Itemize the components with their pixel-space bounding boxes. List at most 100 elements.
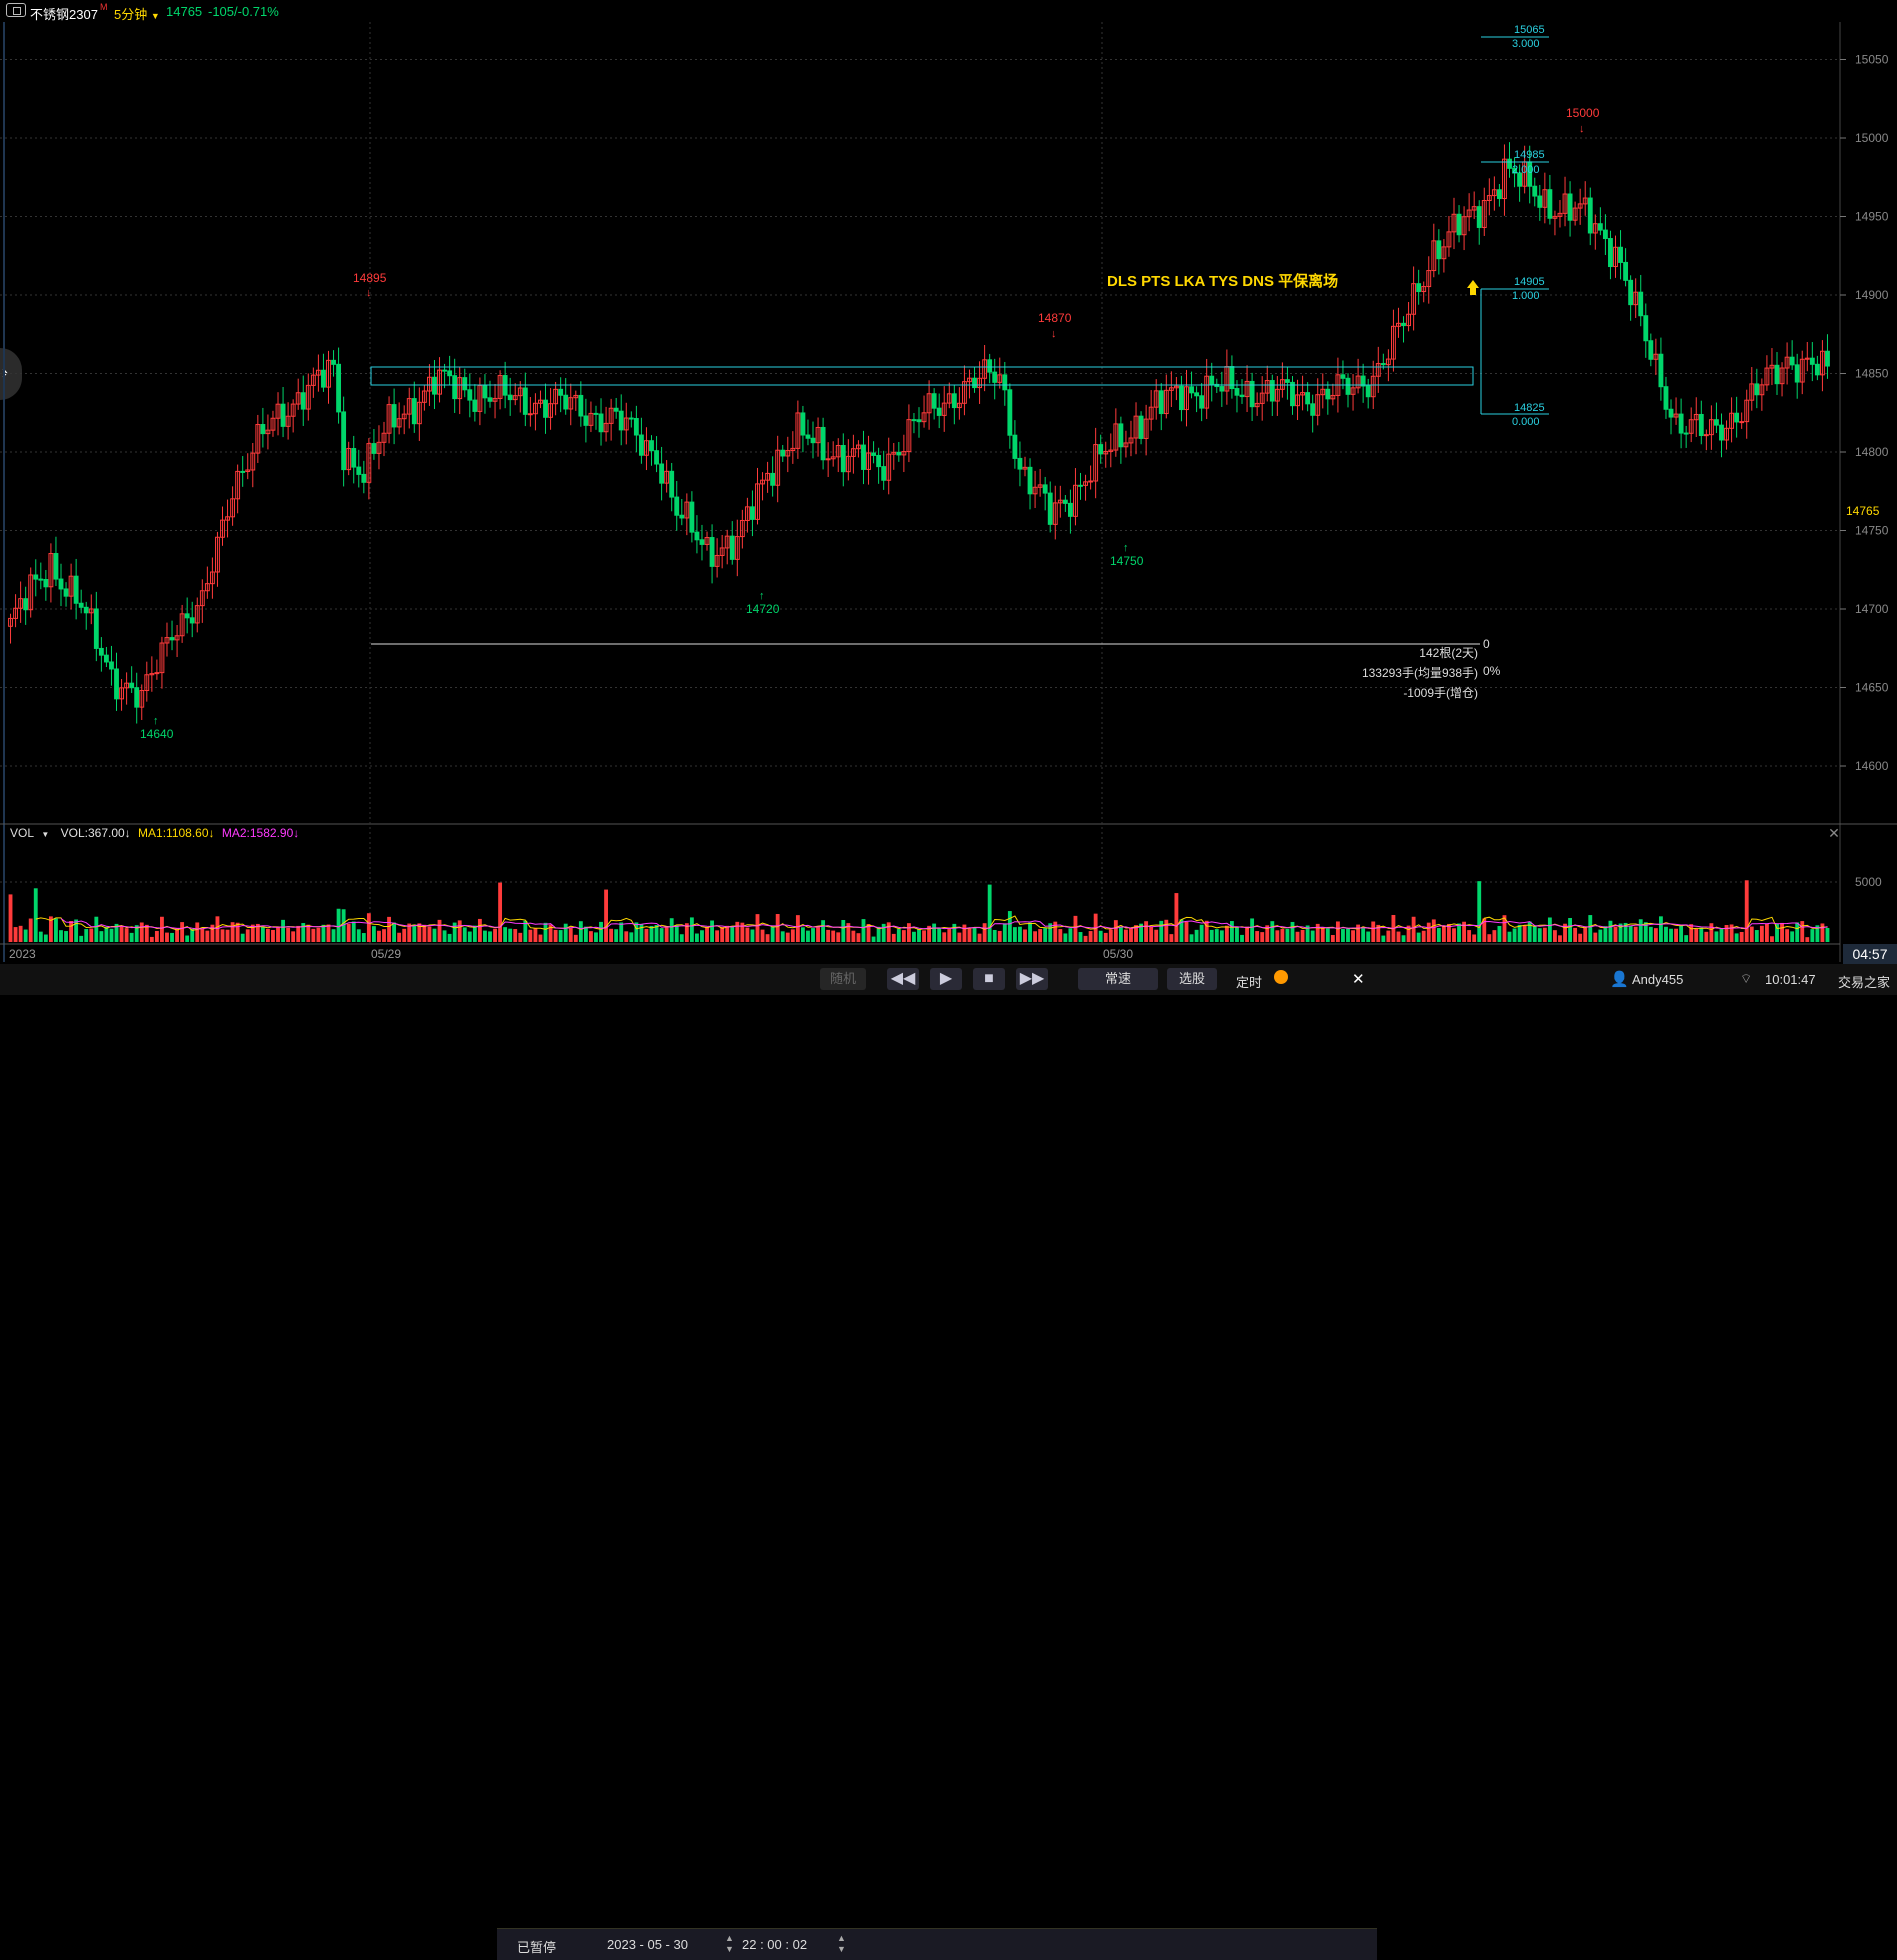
price-tick-label: 14750: [1855, 524, 1889, 538]
candle-body: [618, 410, 624, 431]
candle-body: [558, 388, 564, 396]
candle-body: [341, 411, 347, 471]
play-icon[interactable]: ▶: [930, 968, 962, 990]
volume-bar: [74, 919, 79, 942]
candles: [8, 142, 1830, 724]
volume-bar: [134, 925, 139, 942]
volume-indicator-selector[interactable]: VOL ▼: [10, 826, 50, 840]
candle-body: [1774, 364, 1780, 385]
volume-bar: [266, 928, 270, 942]
range-bars: 142根(2天): [1419, 646, 1478, 660]
candle-body: [1401, 322, 1406, 327]
volume-bar: [977, 933, 982, 942]
volume-bar: [1356, 924, 1361, 942]
candle-body: [1693, 413, 1699, 421]
price-change: -105/-0.71%: [208, 4, 279, 19]
candle-body: [1724, 427, 1729, 441]
volume-bar: [276, 927, 280, 942]
volume-bar: [190, 928, 195, 942]
volume-bar: [563, 923, 568, 942]
candlestick-chart[interactable]: 15050 15000 14950 14900 14850 14800 14750 14700…: [0, 0, 1897, 995]
volume-bar: [1290, 921, 1295, 942]
volume-bar: [689, 917, 694, 942]
period-selector[interactable]: 5分钟 ▼: [114, 7, 160, 22]
candle-body: [1113, 423, 1119, 451]
replay-time[interactable]: 22 : 00 : 02: [742, 1937, 808, 1952]
candle-body: [250, 452, 256, 471]
volume-bar: [664, 927, 669, 942]
candle-body: [1663, 386, 1669, 410]
candle-body: [437, 369, 442, 395]
volume-bar: [382, 929, 386, 942]
range-lines: [370, 366, 1474, 386]
candle-body: [1158, 390, 1164, 415]
volume-bar: [785, 932, 790, 942]
volume-bar: [235, 922, 240, 942]
volume-bar: [1023, 929, 1027, 942]
volume-bar: [1028, 922, 1032, 942]
volume-bar: [1522, 925, 1527, 942]
timer-pie-icon[interactable]: [1274, 970, 1288, 984]
stop-icon[interactable]: ■: [973, 968, 1005, 990]
volume-bar: [180, 922, 185, 942]
candle-body: [1613, 246, 1618, 268]
volume-bar: [1623, 922, 1628, 942]
volume-bar: [1260, 932, 1265, 942]
volume-bar: [1325, 928, 1330, 942]
volume-bar: [1563, 923, 1567, 942]
symbol-name[interactable]: 不锈钢2307: [30, 7, 98, 22]
volume-bar: [170, 932, 174, 942]
price-tick-label: 14950: [1855, 210, 1889, 224]
volume-bar: [1421, 930, 1426, 942]
candle-body: [149, 673, 155, 676]
candle-body: [578, 394, 584, 417]
time-stepper-icon[interactable]: ▲ ▼: [837, 1933, 846, 1954]
step-forward-icon[interactable]: ▶▶: [1016, 968, 1048, 990]
volume-bar: [861, 919, 866, 942]
volume-bar: [992, 929, 997, 942]
step-back-icon[interactable]: ◀◀: [887, 968, 919, 990]
volume-bar: [185, 935, 190, 942]
candle-body: [946, 393, 952, 404]
volume-bar: [1643, 922, 1648, 942]
arrow-up-icon: ↑: [759, 590, 765, 602]
volume-bar: [346, 923, 351, 942]
stock-pick-button[interactable]: 选股: [1167, 968, 1217, 990]
candle-body: [421, 390, 427, 403]
candle-body: [1184, 386, 1189, 411]
window-icon[interactable]: [6, 3, 26, 17]
high-label-right: 15000: [1566, 106, 1600, 120]
volume-bar: [1704, 931, 1709, 942]
candle-body: [654, 450, 659, 465]
candle-body: [1431, 240, 1437, 272]
candle-body: [820, 426, 826, 461]
timer-label[interactable]: 定时: [1236, 975, 1263, 990]
speed-button[interactable]: 常速: [1078, 968, 1158, 990]
candle-body: [1062, 499, 1068, 504]
volume-bar: [1376, 924, 1381, 942]
volume-bar: [654, 924, 659, 942]
user-icon: 👤: [1610, 971, 1629, 988]
random-button[interactable]: 随机: [820, 968, 866, 990]
close-icon[interactable]: ✕: [1352, 971, 1365, 988]
volume-bar: [1628, 925, 1633, 942]
chevron-down-icon: ▼: [150, 11, 160, 21]
volume-bar: [695, 933, 699, 942]
candle-body: [649, 440, 654, 452]
candle-body: [1168, 387, 1174, 391]
user-name[interactable]: Andy455: [1632, 972, 1684, 987]
volume-bar: [538, 934, 543, 942]
fib-price-2: 14985: [1514, 149, 1545, 161]
candle-body: [659, 463, 665, 484]
candle-body: [1264, 380, 1270, 394]
volume-bar: [1689, 924, 1694, 942]
close-icon[interactable]: ✕: [1828, 825, 1840, 841]
volume-bar: [23, 929, 28, 942]
candle-body: [548, 403, 553, 418]
replay-date[interactable]: 2023 - 05 - 30: [607, 1937, 688, 1952]
date-stepper-icon[interactable]: ▲ ▼: [725, 1933, 734, 1954]
candle-body: [492, 397, 498, 402]
volume-bar: [1078, 932, 1083, 942]
volume-bar: [1558, 935, 1562, 942]
signal-text: DLS PTS LKA TYS DNS 平保离场: [1107, 272, 1338, 290]
